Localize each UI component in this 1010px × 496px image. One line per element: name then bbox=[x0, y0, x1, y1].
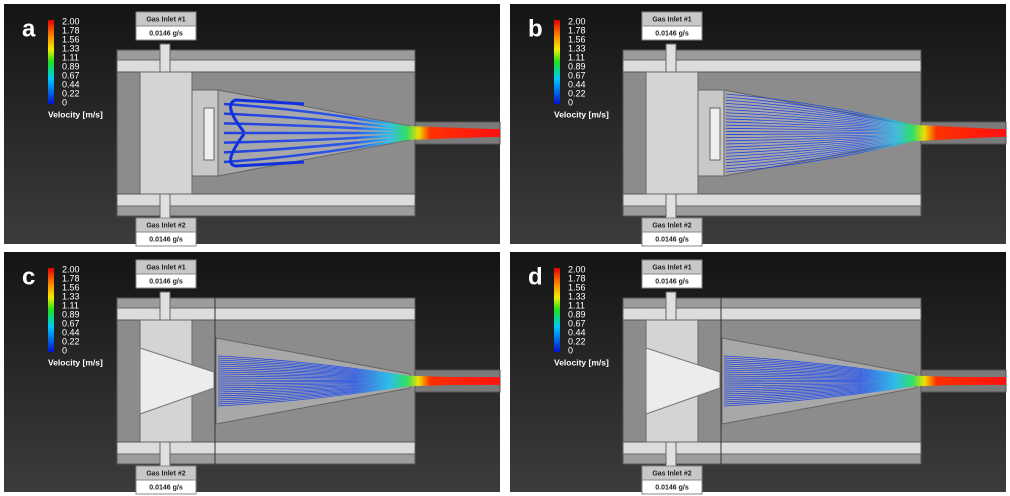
inlet-name: Gas Inlet #2 bbox=[146, 470, 185, 477]
inlet-name: Gas Inlet #1 bbox=[652, 16, 691, 23]
inlet-rate: 0.0146 g/s bbox=[149, 278, 183, 285]
inlet-stem bbox=[666, 440, 676, 466]
inlet-rate: 0.0146 g/s bbox=[655, 30, 689, 37]
panel: b2.001.781.561.331.110.890.670.440.220Ve… bbox=[510, 4, 1006, 246]
panel-label: a bbox=[22, 15, 36, 42]
panel-label: d bbox=[528, 263, 543, 290]
inlet-rate: 0.0146 g/s bbox=[149, 236, 183, 243]
inlet-name: Gas Inlet #2 bbox=[652, 222, 691, 229]
inlet-plate bbox=[204, 108, 214, 160]
color-bar bbox=[48, 268, 54, 352]
jet bbox=[399, 377, 500, 385]
inlet-name: Gas Inlet #1 bbox=[146, 16, 185, 23]
inlet-name: Gas Inlet #2 bbox=[146, 222, 185, 229]
panel-label: b bbox=[528, 15, 543, 42]
color-bar-tick: 0 bbox=[62, 345, 67, 355]
inlet-rate: 0.0146 g/s bbox=[149, 30, 183, 37]
color-bar-title: Velocity [m/s] bbox=[48, 357, 103, 367]
inlet-plate bbox=[710, 108, 720, 160]
inlet-name: Gas Inlet #2 bbox=[652, 470, 691, 477]
color-bar-title: Velocity [m/s] bbox=[48, 109, 103, 119]
color-bar-title: Velocity [m/s] bbox=[554, 109, 609, 119]
inlet-block bbox=[140, 72, 192, 194]
inlet-stem bbox=[666, 44, 676, 74]
inlet-stem bbox=[160, 44, 170, 74]
jet bbox=[399, 129, 500, 137]
inlet-stem bbox=[666, 192, 676, 218]
inlet-rate: 0.0146 g/s bbox=[655, 484, 689, 491]
panel-label: c bbox=[22, 263, 35, 290]
jet bbox=[905, 129, 1006, 137]
inlet-name: Gas Inlet #1 bbox=[652, 264, 691, 271]
inlet-block bbox=[646, 72, 698, 194]
color-bar-tick: 0 bbox=[62, 97, 67, 107]
inlet-name: Gas Inlet #1 bbox=[146, 264, 185, 271]
inlet-stem bbox=[666, 292, 676, 322]
color-bar bbox=[48, 20, 54, 104]
inlet-stem bbox=[160, 440, 170, 466]
inlet-rate: 0.0146 g/s bbox=[149, 484, 183, 491]
jet bbox=[905, 377, 1006, 385]
inlet-stem bbox=[160, 292, 170, 322]
inlet-stem bbox=[160, 192, 170, 218]
color-bar-title: Velocity [m/s] bbox=[554, 357, 609, 367]
figure: a2.001.781.561.331.110.890.670.440.220Ve… bbox=[0, 0, 1010, 496]
inlet-rate: 0.0146 g/s bbox=[655, 236, 689, 243]
inlet-rate: 0.0146 g/s bbox=[655, 278, 689, 285]
color-bar-tick: 0 bbox=[568, 97, 573, 107]
color-bar bbox=[554, 20, 560, 104]
color-bar-tick: 0 bbox=[568, 345, 573, 355]
color-bar bbox=[554, 268, 560, 352]
